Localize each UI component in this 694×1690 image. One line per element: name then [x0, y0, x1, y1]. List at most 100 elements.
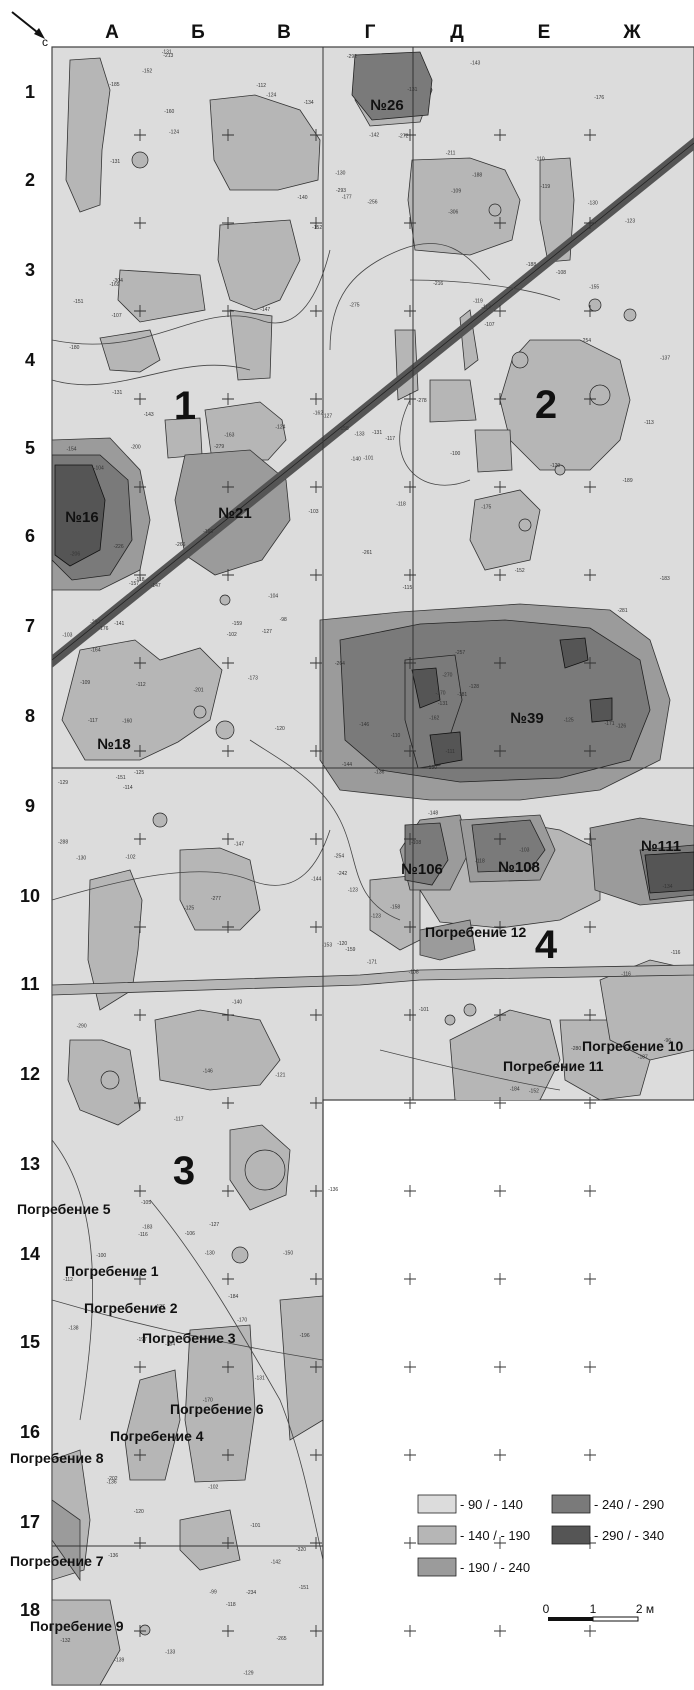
depth-mark: -183: [142, 1224, 152, 1230]
depth-mark: -304: [113, 278, 123, 284]
feature-label-no39: №39: [510, 710, 543, 727]
depth-mark: -279: [214, 444, 224, 450]
grid-cross-icon: [222, 217, 234, 229]
depth-mark: -109: [80, 680, 90, 686]
grid-cross-icon: [222, 481, 234, 493]
depth-mark: -183: [660, 576, 670, 582]
grid-cross-icon: [310, 745, 322, 757]
grid-cross-icon: [222, 569, 234, 581]
burial-label: Погребение 9: [30, 1618, 124, 1634]
diagonal-trench: [52, 137, 694, 668]
depth-mark: -278: [417, 398, 427, 404]
grid-cross-icon: [310, 393, 322, 405]
grid-cross-icon: [584, 1273, 596, 1285]
grid-cross-icon: [310, 657, 322, 669]
depth-mark: -108: [409, 970, 419, 976]
grid-cross-icon: [404, 305, 416, 317]
depth-mark: -120: [337, 941, 347, 947]
depth-mark: -171: [605, 721, 615, 727]
depth-mark: -132: [60, 1638, 70, 1644]
depth-mark: -151: [299, 1585, 309, 1591]
scale-label-mid: 1: [590, 1602, 597, 1616]
depth-mark: -261: [362, 550, 372, 556]
depth-mark: -129: [244, 1671, 254, 1677]
grid-cross-icon: [134, 1273, 146, 1285]
scale-label-end: 2 м: [636, 1602, 654, 1616]
grid-cross-icon: [584, 1449, 596, 1461]
depth-mark: -102: [126, 855, 136, 861]
depth-mark: -154: [67, 447, 77, 453]
depth-mark: -108: [556, 270, 566, 276]
depth-mark: -120: [134, 1509, 144, 1515]
row-label: 15: [20, 1332, 40, 1352]
depth-mark: -159: [345, 947, 355, 953]
grid-cross-icon: [584, 129, 596, 141]
feature-label-no18: №18: [97, 736, 130, 753]
depth-mark: -134: [304, 100, 314, 106]
column-label: Ж: [622, 22, 641, 43]
column-label: Б: [191, 22, 205, 43]
grid-cross-icon: [584, 745, 596, 757]
depth-mark: -151: [116, 775, 126, 781]
depth-mark: -102: [227, 632, 237, 638]
depth-mark: -113: [481, 305, 491, 311]
depth-mark: -117: [88, 718, 98, 724]
depth-mark: -150: [283, 1250, 293, 1256]
grid-cross-icon: [310, 1449, 322, 1461]
grid-cross-icon: [134, 481, 146, 493]
grid-cross-icon: [310, 129, 322, 141]
depth-mark: -103: [62, 633, 72, 639]
depth-mark: -189: [623, 478, 633, 484]
grid-cross-icon: [134, 1625, 146, 1637]
grid-cross-icon: [134, 1361, 146, 1373]
depth-mark: -118: [475, 859, 485, 865]
legend: - 90 / - 140 - 140 / - 190 - 190 / - 240…: [417, 1494, 664, 1577]
depth-mark: -130: [205, 1250, 215, 1256]
depth-mark: -127: [262, 629, 272, 635]
depth-mark: -188: [472, 172, 482, 178]
row-label: 3: [25, 260, 35, 280]
depth-mark: -213: [163, 53, 173, 59]
grid-cross-icon: [310, 1625, 322, 1637]
depth-mark: -103: [519, 848, 529, 854]
grid-cross-icon: [134, 745, 146, 757]
depth-mark: -130: [588, 201, 598, 207]
grid-cross-icon: [222, 1537, 234, 1549]
row-label: 14: [20, 1244, 40, 1264]
depth-mark: -143: [144, 412, 154, 418]
depth-mark: -139: [114, 1658, 124, 1664]
depth-mark: -116: [671, 950, 681, 956]
depth-mark: -226: [114, 544, 124, 550]
grid-cross-icon: [584, 305, 596, 317]
grid-cross-icon: [404, 1185, 416, 1197]
depth-mark: -111: [446, 749, 455, 755]
grid-cross-icon: [222, 1361, 234, 1373]
depth-mark: -170: [436, 691, 446, 697]
burial-label: Погребение 5: [17, 1201, 111, 1217]
grid-cross-icon: [134, 833, 146, 845]
column-label: Д: [450, 22, 464, 43]
depth-mark: -197: [137, 1337, 147, 1343]
depth-mark: -171: [367, 959, 377, 965]
depth-mark: -147: [260, 307, 270, 313]
grid-cross-icon: [494, 1185, 506, 1197]
grid-cross-icon: [404, 657, 416, 669]
depth-mark: -306: [448, 210, 458, 216]
grid-cross-icon: [584, 1185, 596, 1197]
depth-mark: -148: [428, 810, 438, 816]
depth-mark: -185: [110, 82, 120, 88]
grid-cross-icon: [584, 921, 596, 933]
burial-label: Погребение 1: [65, 1263, 159, 1279]
depth-mark: -202: [108, 1476, 118, 1482]
grid-cross-icon: [222, 833, 234, 845]
grid-cross-icon: [134, 393, 146, 405]
depth-mark: -175: [481, 504, 491, 510]
grid-cross-icon: [404, 921, 416, 933]
row-label: 12: [20, 1064, 40, 1084]
burial-label: Погребение 11: [503, 1058, 604, 1074]
horizontal-trench: [52, 964, 694, 996]
depth-mark: -104: [268, 593, 278, 599]
depth-mark: -254: [581, 338, 591, 344]
depth-mark: -120: [275, 726, 285, 732]
depth-mark: -99: [210, 1590, 217, 1596]
